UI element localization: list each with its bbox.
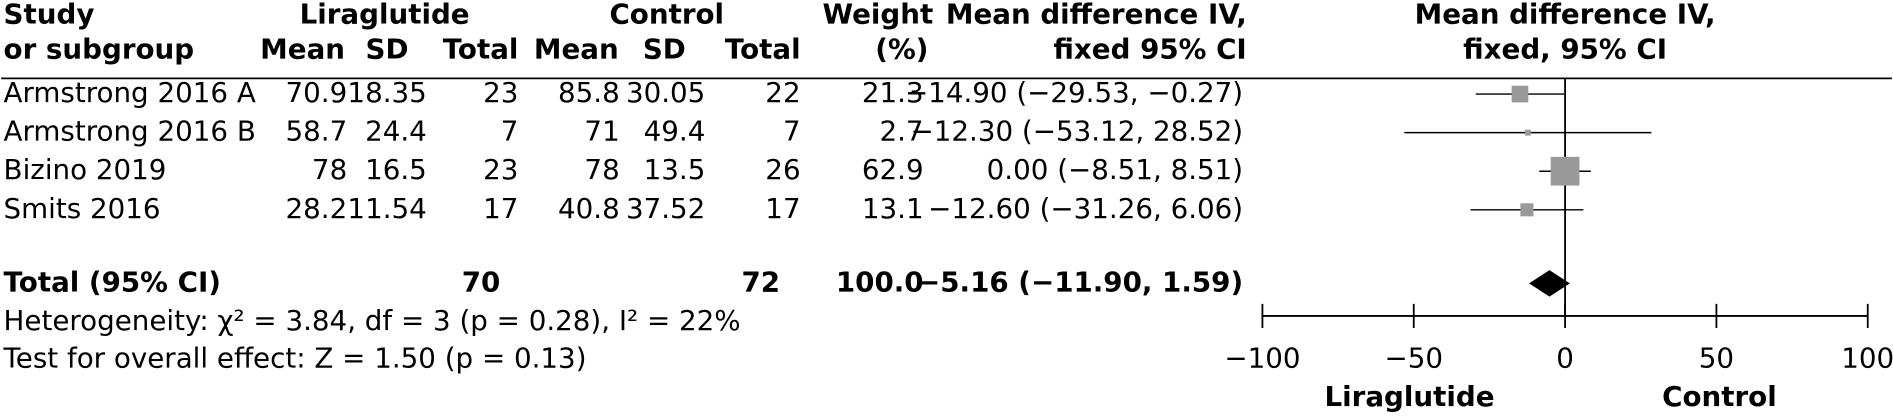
table-cell: 26 [765,153,800,186]
study-name: Armstrong 2016 A [4,76,256,109]
header-group: Liraglutide [300,0,470,31]
table-cell: 28.2 [286,192,348,225]
header-study: or subgroup [4,33,195,66]
table-cell: 85.8 [558,76,620,109]
weight-cell: 21.3 [862,76,924,109]
table-cell: 37.52 [626,192,705,225]
table-cell: 70.9 [286,76,348,109]
study-name: Armstrong 2016 B [4,115,256,148]
ci-cell: −12.60 (−31.26, 6.06) [928,192,1243,225]
ci-cell: 0.00 (−8.51, 8.51) [987,153,1243,186]
ci-cell: −12.30 (−53.12, 28.52) [911,115,1244,148]
x-tick-label: −100 [1224,341,1300,374]
table-cell: 13.5 [644,153,706,186]
header-column: SD [366,33,409,66]
table-cell: 78 [312,153,347,186]
table-cell: 7 [783,115,801,148]
header-plot: fixed, 95% CI [1463,33,1667,66]
effect-square [1520,203,1534,217]
overall-effect: Test for overall effect: Z = 1.50 (p = 0… [3,341,587,374]
ci-cell: −14.90 (−29.53, −0.27) [905,76,1243,109]
total-ci: −5.16 (−11.90, 1.59) [917,265,1243,298]
header-column: Mean [534,33,619,66]
heterogeneity: Heterogeneity: χ² = 3.84, df = 3 (p = 0.… [4,304,741,337]
header-group: Control [609,0,724,31]
table-cell: 71 [584,115,619,148]
weight-cell: 13.1 [862,192,924,225]
header-plot: Mean difference IV, [1415,0,1716,31]
total-weight: 100.0 [836,265,924,298]
x-tick-label: 50 [1699,341,1734,374]
header-weight: (%) [875,33,928,66]
table-cell: 18.35 [347,76,426,109]
table-cell: 78 [584,153,619,186]
total-n: 72 [742,265,781,298]
table-cell: 24.4 [365,115,427,148]
table-cell: 49.4 [644,115,706,148]
table-cell: 23 [483,153,518,186]
header-column: Mean [260,33,345,66]
header-effect: Mean difference IV, [946,0,1247,31]
table-cell: 40.8 [558,192,620,225]
header-column: Total [443,33,519,66]
weight-cell: 62.9 [862,153,924,186]
x-tick-label: 100 [1841,341,1893,374]
total-n: 70 [462,265,501,298]
effect-square [1524,129,1531,136]
table-cell: 17 [765,192,800,225]
table-cell: 16.5 [365,153,427,186]
x-label: Control [1662,380,1777,413]
x-tick-label: 0 [1556,341,1574,374]
header-column: SD [643,33,686,66]
effect-square [1550,156,1580,186]
header-weight: Weight [823,0,934,31]
table-cell: 22 [765,76,800,109]
study-name: Smits 2016 [4,192,161,225]
table-cell: 23 [483,76,518,109]
table-cell: 7 [501,115,519,148]
header-study: Study [4,0,95,31]
total-diamond [1529,270,1570,297]
table-cell: 17 [483,192,518,225]
effect-square [1511,85,1529,103]
x-label: Liraglutide [1325,380,1495,413]
table-cell: 11.54 [347,192,426,225]
table-cell: 30.05 [626,76,705,109]
x-tick-label: −50 [1384,341,1443,374]
table-cell: 58.7 [286,115,348,148]
weight-cell: 2.7 [879,115,923,148]
header-column: Total [725,33,801,66]
total-name: Total (95% CI) [4,265,221,298]
study-name: Bizino 2019 [4,153,167,186]
header-effect: fixed 95% CI [1053,33,1246,66]
